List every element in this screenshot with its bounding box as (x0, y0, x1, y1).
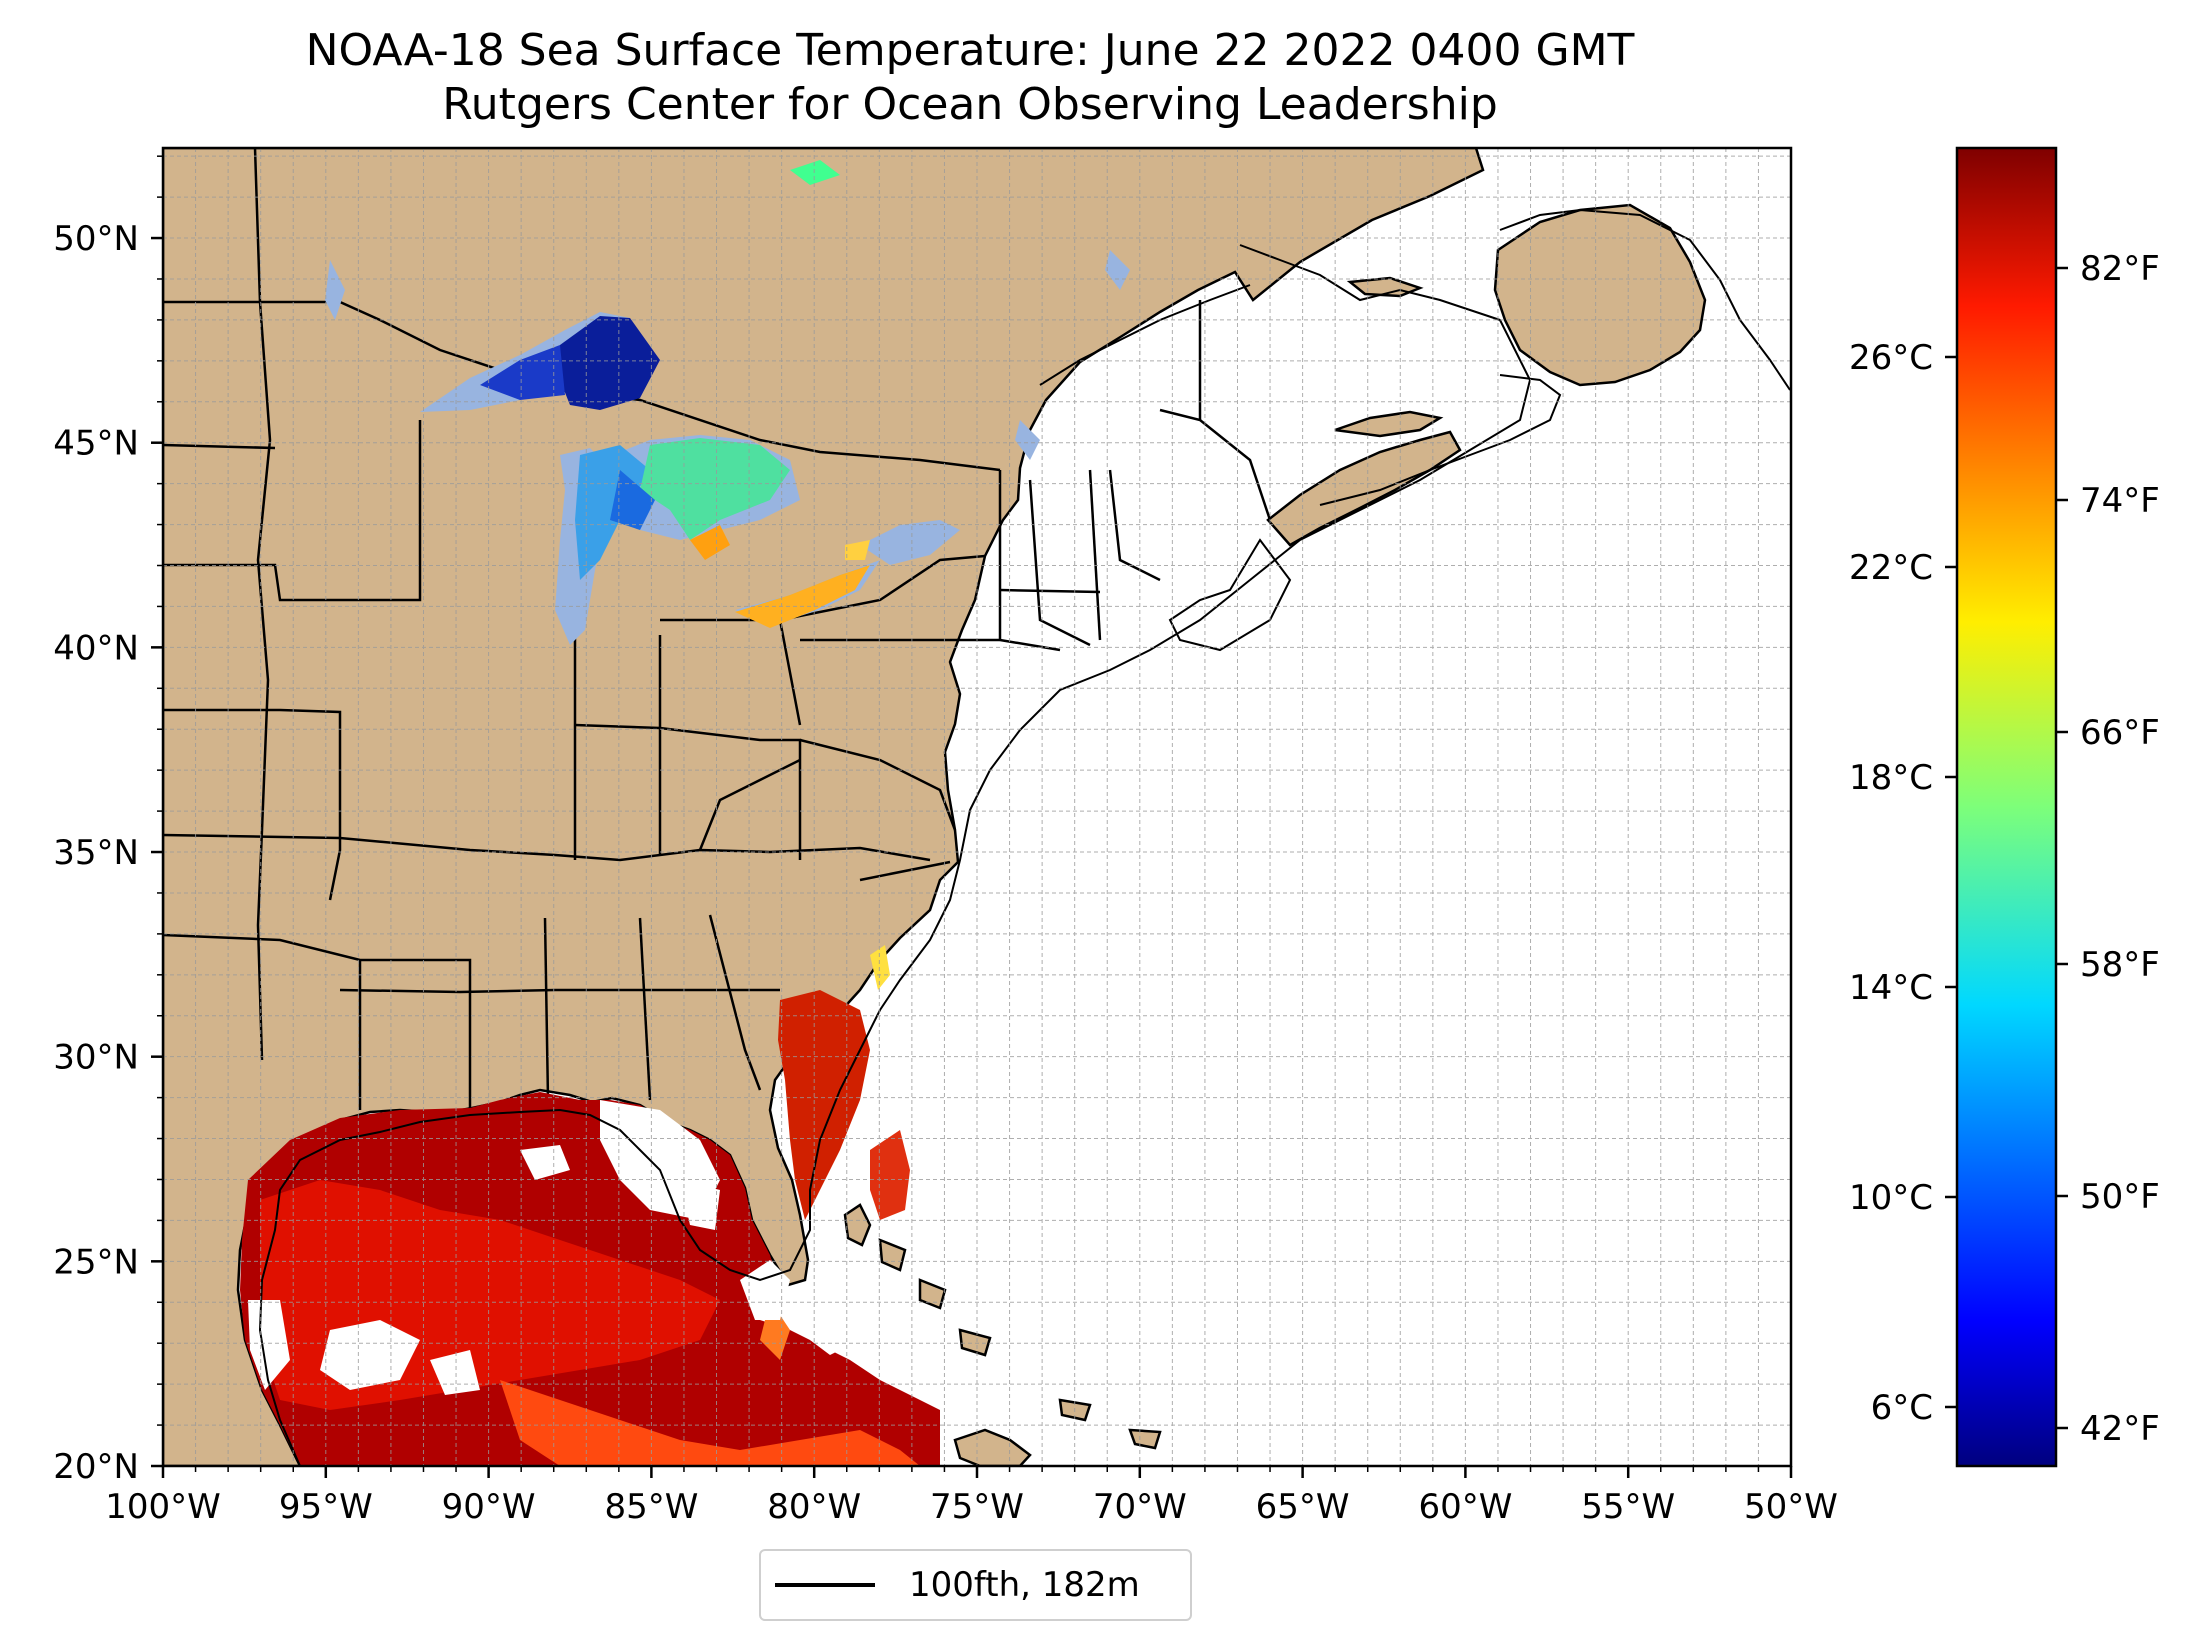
lat-tick-label: 45°N (53, 424, 139, 464)
lat-tick-label: 40°N (53, 628, 139, 668)
lat-tick-label: 25°N (53, 1242, 139, 1282)
lon-tick-label: 70°W (1093, 1487, 1187, 1527)
legend-label: 100fth, 182m (909, 1565, 1140, 1605)
longitude-axis: 100°W 95°W 90°W 85°W 80°W 75°W 70°W 65°W 60°W 55°… (105, 1466, 1838, 1527)
latitude-axis: 20°N 25°N 30°N 35°N 40°N 45°N 50°N (53, 155, 163, 1487)
lon-tick-label: 75°W (930, 1487, 1024, 1527)
lon-tick-label: 80°W (767, 1487, 861, 1527)
land-pei (1334, 410, 1444, 438)
lon-tick-label: 95°W (279, 1487, 373, 1527)
state-borders (163, 148, 1272, 1110)
lon-tick-label: 60°W (1418, 1487, 1512, 1527)
land-hispaniola (953, 1428, 1032, 1466)
lon-tick-label: 85°W (604, 1487, 698, 1527)
lon-tick-label: 65°W (1256, 1487, 1350, 1527)
lat-tick-label: 30°N (53, 1038, 139, 1078)
legend-line-swatch (775, 1583, 875, 1587)
lon-tick-label: 55°W (1581, 1487, 1675, 1527)
lat-tick-label: 35°N (53, 833, 139, 873)
lon-tick-label: 90°W (442, 1487, 536, 1527)
land-bahamas (843, 1203, 1162, 1450)
gulf-sst-overlay (240, 945, 940, 1466)
chart-title: NOAA-18 Sea Surface Temperature: June 22… (0, 24, 1940, 132)
land-newfoundland (1493, 203, 1707, 387)
legend: 100fth, 182m (759, 1549, 1192, 1621)
lake-sst-overlay (480, 160, 870, 628)
lon-tick-label: 50°W (1744, 1487, 1838, 1527)
land-nova-scotia (1266, 430, 1462, 547)
map-gridlines (163, 148, 1791, 1466)
title-line-2: Rutgers Center for Ocean Observing Leade… (442, 79, 1498, 130)
title-line-1: NOAA-18 Sea Surface Temperature: June 22… (305, 25, 1635, 76)
lat-tick-label: 20°N (53, 1447, 139, 1487)
lon-tick-label: 100°W (105, 1487, 221, 1527)
lat-tick-label: 50°N (53, 219, 139, 259)
